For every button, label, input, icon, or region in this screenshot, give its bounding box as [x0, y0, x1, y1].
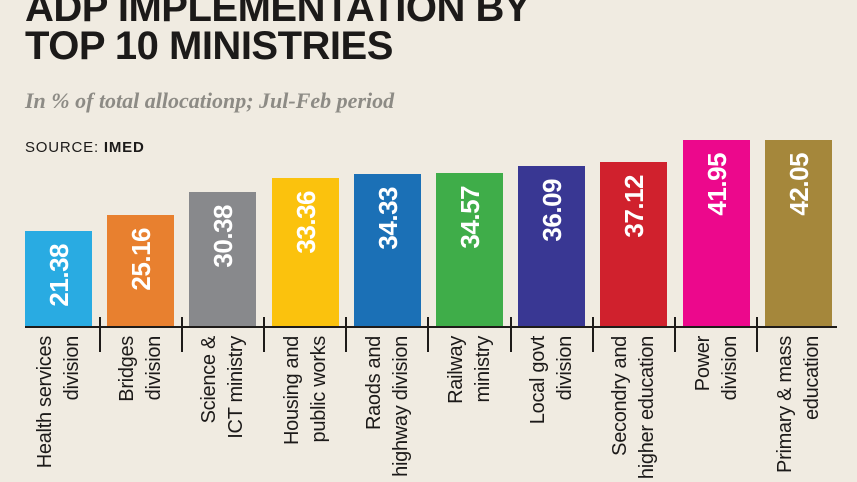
chart-subtitle: In % of total allocationp; Jul-Feb perio…: [25, 88, 395, 113]
axis-tick: [674, 317, 676, 352]
category-label: Railway ministry: [444, 336, 494, 404]
bar-value-label: 34.33: [372, 187, 403, 250]
bar: [518, 166, 585, 326]
bar-value-label: 33.36: [290, 191, 321, 254]
bar-value-label: 36.09: [536, 179, 567, 242]
category-label: Science & ICT ministry: [197, 336, 247, 439]
category-label: Primary & mass education: [773, 336, 823, 473]
axis-tick: [181, 317, 183, 352]
category-label: Power division: [691, 336, 741, 401]
x-axis-line: [25, 326, 837, 328]
axis-tick: [427, 317, 429, 352]
axis-tick: [510, 317, 512, 352]
bar: [436, 173, 503, 326]
source-value: IMED: [103, 139, 145, 156]
axis-tick: [263, 317, 265, 352]
category-label: Bridges division: [115, 336, 165, 402]
bar: [354, 174, 421, 326]
chart-title: ADP IMPLEMENTATION BY TOP 10 MINISTRIES: [25, 0, 531, 68]
bar: [272, 178, 339, 326]
bar-value-label: 42.05: [783, 153, 814, 216]
category-label: Housing and public works: [280, 336, 330, 446]
bar: [189, 192, 256, 326]
bar-value-label: 37.12: [618, 175, 649, 238]
chart-title-line1: ADP IMPLEMENTATION BY: [25, 0, 531, 30]
bar: [600, 162, 667, 326]
bar-value-label: 34.57: [454, 186, 485, 249]
bar: [765, 140, 832, 326]
category-label: Raods and highway division: [362, 336, 412, 477]
category-label: Secondry and higher education: [608, 336, 658, 480]
bar: [683, 140, 750, 326]
bar-value-label: 30.38: [207, 205, 238, 268]
axis-tick: [345, 317, 347, 352]
category-label: Health services division: [33, 336, 83, 469]
axis-tick: [756, 317, 758, 352]
bar-value-label: 41.95: [701, 153, 732, 216]
axis-tick: [592, 317, 594, 352]
bar: [25, 231, 92, 326]
category-label: Local govt division: [526, 336, 576, 425]
bar: [107, 215, 174, 326]
chart-title-line2: TOP 10 MINISTRIES: [25, 24, 393, 68]
bar-value-label: 25.16: [125, 228, 156, 291]
source-label: SOURCE:: [25, 139, 99, 156]
source-line: SOURCE: IMED: [25, 139, 145, 156]
axis-tick: [99, 317, 101, 352]
